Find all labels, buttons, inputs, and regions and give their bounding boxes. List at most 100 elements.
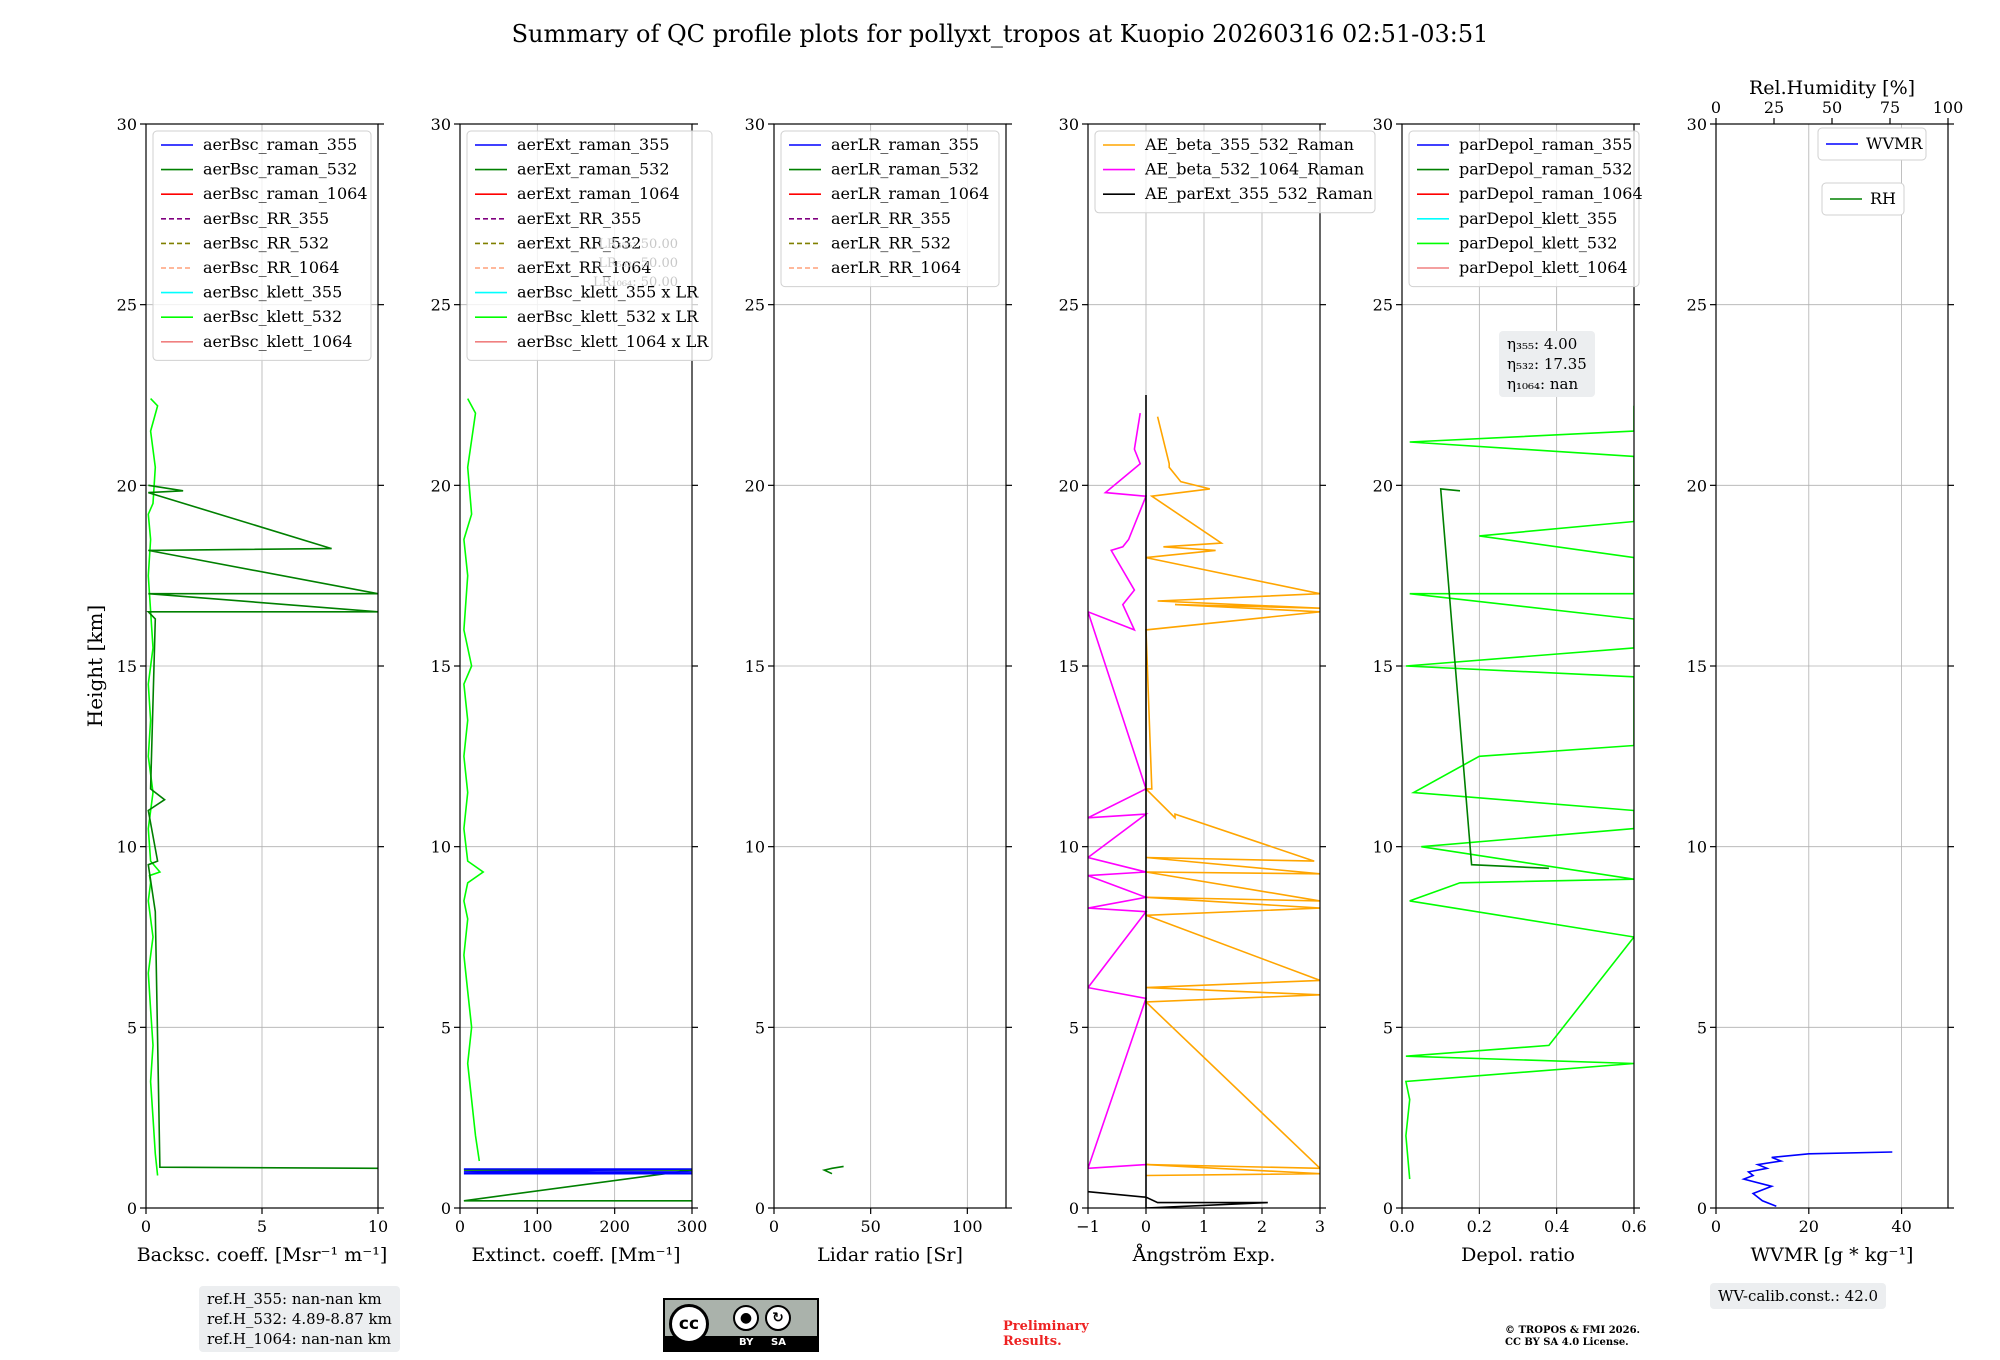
legend-entry: aerLR_RR_355	[831, 209, 951, 228]
legend-entry: aerLR_raman_355	[831, 135, 979, 154]
top-tick-label: 75	[1880, 98, 1900, 117]
x-tick-label: 10	[368, 1217, 388, 1236]
x-tick-label: 0	[1141, 1217, 1151, 1236]
series-line-aerBsc_klett_532 x LR	[463, 398, 485, 1162]
top-tick-label: 100	[1933, 98, 1964, 117]
series-group	[1741, 1151, 2000, 1207]
ref-height-box: ref.H_355: nan-nan km ref.H_532: 4.89-8.…	[199, 1286, 400, 1352]
y-tick-label: 20	[117, 476, 137, 495]
eta-box: η₃₅₅: 4.00 η₅₃₂: 17.35 η₁₀₆₄: nan	[1499, 331, 1595, 397]
legend-entry: parDepol_raman_1064	[1459, 184, 1643, 203]
x-tick-label: 100	[952, 1217, 983, 1236]
y-tick-label: 20	[431, 476, 451, 495]
top-tick-label: 50	[1822, 98, 1842, 117]
legend-entry: aerLR_RR_1064	[831, 258, 961, 277]
copyright-line-1: © TROPOS & FMI 2026.	[1505, 1325, 1641, 1336]
legend-entry: parDepol_klett_1064	[1459, 258, 1628, 277]
legend-entry: aerExt_raman_532	[517, 160, 670, 179]
y-tick-label: 15	[117, 657, 137, 676]
series-group	[463, 398, 692, 1202]
eta-355: η₃₅₅: 4.00	[1507, 335, 1578, 353]
y-tick-label: 20	[1687, 476, 1707, 495]
y-tick-label: 0	[1697, 1199, 1707, 1218]
y-tick-label: 30	[431, 115, 451, 134]
x-tick-label: 200	[599, 1217, 630, 1236]
panel-1	[454, 123, 713, 1214]
legend-entry: aerBsc_klett_1064	[203, 332, 352, 351]
x-tick-label: 0	[455, 1217, 465, 1236]
legend-entry: aerExt_raman_355	[517, 135, 670, 154]
figure-title: Summary of QC profile plots for pollyxt_…	[511, 20, 1489, 48]
x-axis-label: Lidar ratio [Sr]	[817, 1244, 963, 1266]
legend-box	[1817, 127, 1927, 161]
x-tick-label: 0	[769, 1217, 779, 1236]
y-tick-label: 25	[1687, 296, 1707, 315]
legend-entry: parDepol_raman_532	[1459, 160, 1632, 179]
series-group	[821, 1165, 844, 1175]
y-tick-label: 10	[431, 838, 451, 857]
panel-5	[1710, 118, 2000, 1214]
y-tick-label: 25	[1059, 296, 1079, 315]
cc-by-label: BY	[739, 1337, 754, 1348]
legend-entry: aerBsc_klett_532	[203, 307, 342, 326]
lr-note: LR₅₃₂: 50.00	[598, 256, 678, 271]
y-tick-label: 25	[431, 296, 451, 315]
cc-icon: cc	[669, 1304, 709, 1344]
legend-entry: aerBsc_klett_1064 x LR	[517, 332, 709, 351]
copyright-note: © TROPOS & FMI 2026. CC BY SA 4.0 Licens…	[1505, 1325, 1640, 1349]
x-tick-label: 0.2	[1467, 1217, 1492, 1236]
y-tick-label: 30	[117, 115, 137, 134]
x-tick-label: 0.6	[1621, 1217, 1646, 1236]
y-tick-label: 10	[1687, 838, 1707, 857]
legend-entry: AE_beta_532_1064_Raman	[1144, 160, 1364, 179]
x-axis-label: WVMR [g * kg⁻¹]	[1751, 1244, 1914, 1266]
y-tick-label: 30	[1373, 115, 1393, 134]
y-tick-label: 30	[1687, 115, 1707, 134]
y-tick-label: 25	[745, 296, 765, 315]
series-group	[1404, 405, 1634, 1180]
y-tick-label: 15	[431, 657, 451, 676]
preliminary-line-1: Preliminary	[1003, 1319, 1089, 1334]
panel-2	[768, 123, 1012, 1214]
y-tick-label: 20	[1373, 476, 1393, 495]
legend-entry: aerBsc_klett_532 x LR	[517, 307, 699, 326]
y-tick-label: 20	[1059, 476, 1079, 495]
series-line-aerBsc_raman_532	[146, 484, 378, 1170]
x-axis-label: Ångström Exp.	[1132, 1244, 1276, 1266]
x-tick-label: 0.4	[1544, 1217, 1569, 1236]
legend-entry: aerLR_RR_532	[831, 233, 951, 252]
y-tick-label: 15	[1687, 657, 1707, 676]
y-tick-label: 30	[745, 115, 765, 134]
legend-box	[1408, 130, 1640, 288]
y-tick-label: 0	[441, 1199, 451, 1218]
series-group	[146, 398, 378, 1176]
y-tick-label: 10	[1373, 838, 1393, 857]
y-tick-label: 5	[1697, 1018, 1707, 1037]
legend-box	[780, 130, 1000, 288]
wv-calib-box: WV-calib.const.: 42.0	[1710, 1283, 1887, 1309]
legend-entry: parDepol_klett_355	[1459, 209, 1617, 228]
series-line-AE_beta_532_1064_Raman	[1088, 412, 1149, 1170]
x-tick-label: 0	[141, 1217, 151, 1236]
series-line-RH	[1994, 1168, 2000, 1179]
x-tick-label: 5	[257, 1217, 267, 1236]
preliminary-note: Preliminary Results.	[1003, 1319, 1089, 1349]
series-line-aerExt_raman_355	[463, 1168, 692, 1175]
legend-entry: WVMR	[1866, 134, 1923, 153]
legend-box	[1821, 182, 1905, 216]
y-tick-label: 25	[1373, 296, 1393, 315]
x-tick-label: 1	[1199, 1217, 1209, 1236]
panel-3	[1082, 123, 1376, 1214]
legend-entry: aerExt_raman_1064	[517, 184, 680, 203]
legend-entry: RH	[1870, 189, 1896, 208]
legend-entry: aerBsc_raman_355	[203, 135, 357, 154]
series-line-AE_beta_355_532_Raman	[1144, 416, 1320, 1177]
ref-height-355: ref.H_355: nan-nan km	[207, 1290, 382, 1308]
ref-height-1064: ref.H_1064: nan-nan km	[207, 1330, 392, 1348]
series-line-parDepol_klett_532	[1404, 405, 1634, 1180]
legend-entry: aerLR_raman_532	[831, 160, 979, 179]
x-axis-label: Depol. ratio	[1461, 1244, 1575, 1266]
series-line-aerBsc_klett_532	[147, 398, 162, 1176]
x-tick-label: 20	[1799, 1217, 1819, 1236]
top-axis-label: Rel.Humidity [%]	[1749, 77, 1915, 99]
